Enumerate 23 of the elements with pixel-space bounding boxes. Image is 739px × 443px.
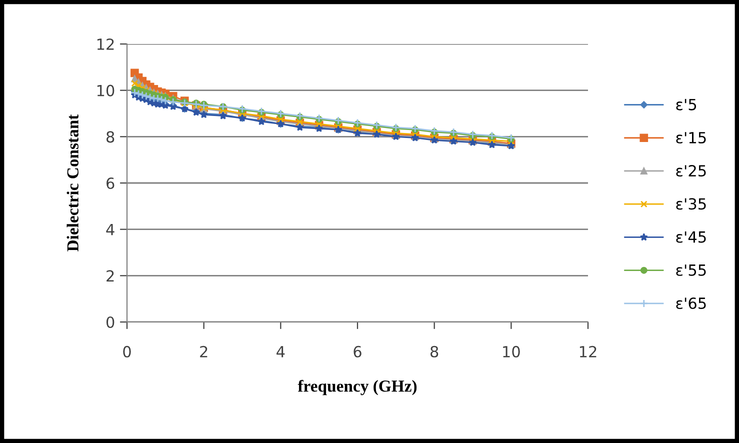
y-tick-label: 12: [97, 38, 114, 50]
legend-label: ε'65: [676, 297, 706, 310]
y-tick-label: 10: [97, 84, 114, 96]
legend-label: ε'5: [676, 98, 696, 110]
y-tick-label: 2: [106, 270, 114, 282]
y-tick-label: 0: [106, 316, 114, 328]
x-tick-label: 8: [430, 346, 438, 358]
legend-label: ε'55: [676, 264, 706, 276]
x-tick-label: 4: [276, 346, 285, 358]
x-tick-label: 10: [503, 346, 520, 358]
legend-label: ε'45: [676, 231, 706, 243]
x-tick-label: 2: [200, 346, 208, 358]
legend-label: ε'25: [676, 164, 706, 177]
legend-label: ε'15: [676, 132, 706, 144]
x-tick-label: 6: [354, 346, 362, 358]
y-tick-label: 4: [106, 224, 114, 236]
x-tick-label: 0: [123, 346, 131, 358]
x-tick-label: 12: [580, 346, 596, 358]
y-tick-label: 8: [106, 131, 114, 143]
y-axis-title: Dielectric Constant: [66, 114, 78, 252]
x-axis-title: frequency (GHz): [298, 380, 417, 396]
y-tick-label: 6: [106, 177, 114, 190]
legend-label: ε'35: [676, 198, 706, 210]
